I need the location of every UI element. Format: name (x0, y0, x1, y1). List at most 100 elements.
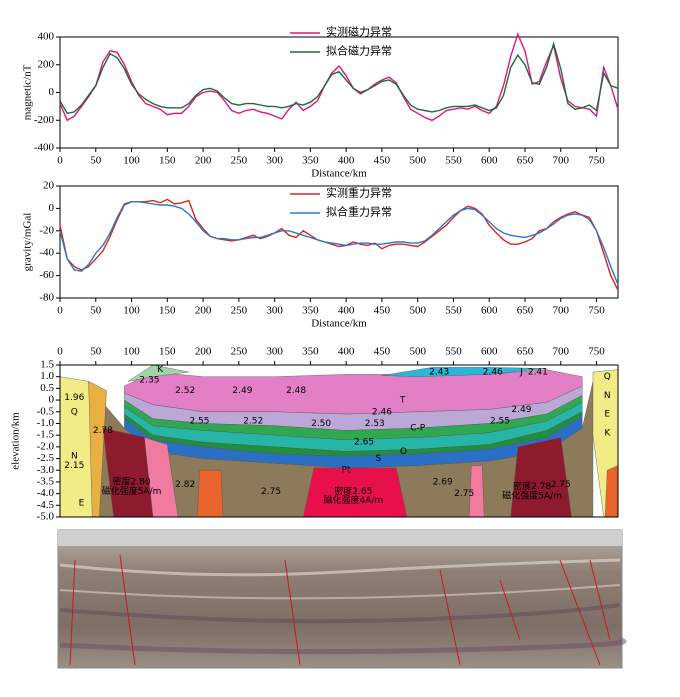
x-tick-label: 650 (517, 155, 534, 167)
x-tick-label: 300 (266, 346, 283, 358)
unit-label: 磁化强度5A/m (102, 485, 162, 497)
x-tick-label: 150 (159, 346, 176, 358)
legend-label: 拟合重力异常 (326, 205, 392, 219)
y-tick-label: -60 (39, 269, 54, 281)
x-tick-label: 150 (159, 305, 176, 317)
series-line (59, 32, 619, 122)
y-tick-label: -0.5 (37, 405, 55, 417)
unit-label: 2.52 (243, 417, 263, 427)
y-tick-label: 1.0 (40, 370, 54, 382)
plot-frame (59, 364, 619, 518)
unit-label: 2.53 (365, 419, 385, 429)
unit-label: C-P (410, 424, 426, 434)
x-tick-label: 250 (231, 346, 248, 358)
y-tick-label: 20 (43, 180, 55, 192)
x-tick-label: 700 (553, 346, 570, 358)
unit-label: 2.35 (139, 376, 159, 386)
unit-label: 1.96 (64, 393, 84, 403)
x-axis-title: Distance/km (311, 318, 367, 330)
x-tick-label: 350 (302, 346, 319, 358)
unit-label: N (71, 452, 78, 462)
unit-label: 密度2.78 (513, 480, 551, 492)
y-axis-title: magnetic/nT (22, 64, 34, 120)
unit-label: 密度2.80 (113, 475, 151, 487)
x-tick-label: 200 (195, 155, 212, 167)
unit-label: E (79, 498, 85, 508)
y-tick-label: 0.5 (40, 382, 54, 394)
unit-label: N (604, 391, 611, 401)
unit-label: 2.82 (175, 480, 195, 490)
x-tick-label: 550 (445, 346, 462, 358)
x-tick-label: 700 (553, 155, 570, 167)
x-tick-label: 100 (123, 305, 140, 317)
series-line (59, 201, 619, 285)
unit-label: 2.75 (261, 487, 281, 497)
x-tick-label: 550 (445, 305, 462, 317)
x-tick-label: 450 (374, 346, 391, 358)
intrusion (197, 470, 224, 518)
x-tick-label: 50 (90, 155, 102, 167)
unit-label: 2.15 (64, 461, 84, 471)
x-tick-label: 250 (231, 305, 248, 317)
x-tick-label: 300 (266, 155, 283, 167)
x-tick-label: 200 (195, 305, 212, 317)
x-tick-label: 450 (374, 305, 391, 317)
x-tick-label: 100 (123, 155, 140, 167)
layer (127, 364, 189, 382)
unit-label: 2.48 (286, 386, 306, 396)
layer (124, 416, 583, 469)
y-tick-label: -5.0 (37, 511, 55, 523)
x-tick-label: 100 (123, 346, 140, 358)
y-tick-label: 0 (49, 86, 55, 98)
series-line (59, 198, 619, 291)
y-tick-label: -4.0 (37, 487, 55, 499)
x-tick-label: 0 (57, 346, 63, 358)
intrusion (604, 465, 619, 518)
unit-label: O (400, 447, 407, 457)
x-tick-label: 450 (374, 155, 391, 167)
unit-label: 2.78 (93, 426, 113, 436)
y-tick-label: -20 (39, 224, 54, 236)
legend-label: 实测重力异常 (326, 186, 392, 200)
x-tick-label: 400 (338, 155, 355, 167)
x-tick-label: 600 (481, 305, 498, 317)
y-tick-label: -1.0 (37, 417, 55, 429)
x-tick-label: 600 (481, 155, 498, 167)
unit-label: Q (604, 372, 611, 382)
x-tick-label: 400 (338, 346, 355, 358)
y-tick-label: -200 (34, 114, 55, 126)
legend-label: 拟合磁力异常 (326, 44, 392, 58)
unit-label: 磁化强度5A/m (502, 489, 562, 501)
x-tick-label: 700 (553, 305, 570, 317)
x-tick-label: 600 (481, 346, 498, 358)
unit-label: Pt (342, 466, 351, 476)
unit-label: 2.65 (354, 438, 374, 448)
unit-label: 2.49 (232, 386, 252, 396)
unit-label: 2.46 (372, 407, 392, 417)
unit-label: 2.50 (311, 419, 331, 429)
x-tick-label: 150 (159, 155, 176, 167)
intrusion (510, 437, 572, 518)
unit-label: 2.41 (528, 368, 548, 378)
unit-label: 2.43 (429, 368, 449, 378)
unit-label: E (604, 410, 610, 420)
y-tick-label: 200 (38, 58, 55, 70)
unit-label: 密度2.65 (334, 485, 372, 497)
x-tick-label: 0 (57, 155, 63, 167)
x-axis-title: Distance/km (311, 168, 367, 180)
y-tick-label: -40 (39, 247, 54, 259)
unit-label: J (519, 368, 523, 378)
unit-label: 2.75 (454, 489, 474, 499)
x-tick-label: 250 (231, 155, 248, 167)
unit-label: 2.52 (175, 386, 195, 396)
unit-label: T (399, 396, 406, 406)
unit-label: 2.69 (433, 477, 453, 487)
x-tick-label: 550 (445, 155, 462, 167)
unit-label: S (375, 454, 381, 464)
y-tick-label: -2.5 (37, 452, 55, 464)
y-tick-label: -3.5 (37, 475, 55, 487)
x-tick-label: 750 (588, 155, 605, 167)
unit-label: 2.55 (189, 417, 209, 427)
unit-label: K (604, 428, 611, 438)
layer (381, 367, 547, 377)
